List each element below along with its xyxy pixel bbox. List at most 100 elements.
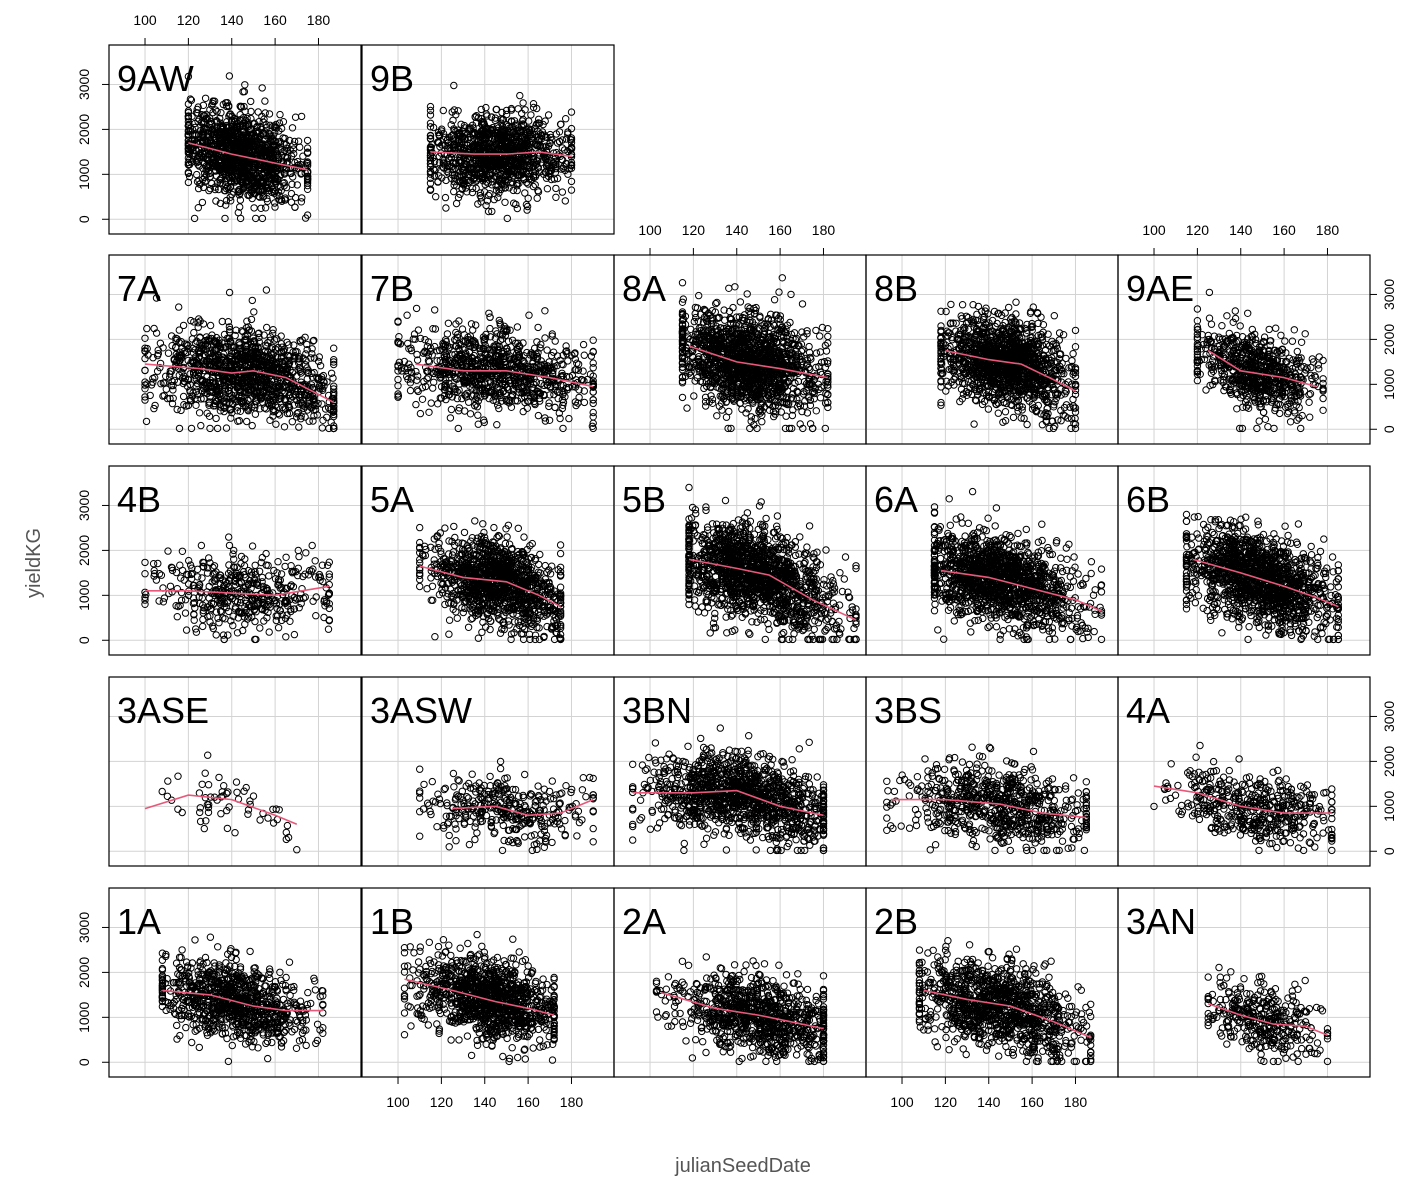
data-point: [793, 1052, 799, 1058]
data-point: [1314, 1040, 1320, 1046]
data-point: [1251, 1032, 1257, 1038]
data-point: [197, 809, 203, 815]
data-point: [1313, 1004, 1319, 1010]
data-point: [451, 784, 457, 790]
data-point: [446, 844, 452, 850]
data-point: [216, 774, 222, 780]
data-point: [975, 960, 981, 966]
data-point: [497, 765, 503, 771]
data-point: [689, 1055, 695, 1061]
data-point: [1065, 1050, 1071, 1056]
data-point: [539, 982, 545, 988]
data-point: [1319, 1008, 1325, 1014]
data-point: [501, 958, 507, 964]
data-point: [1020, 1048, 1026, 1054]
data-point: [522, 771, 528, 777]
data-point: [312, 987, 318, 993]
data-point: [704, 975, 710, 981]
panel-3an: 3AN: [1118, 888, 1370, 1077]
data-point: [562, 817, 568, 823]
data-point: [417, 944, 423, 950]
data-point: [201, 825, 207, 831]
data-point: [224, 825, 230, 831]
data-point: [685, 962, 691, 968]
data-point: [294, 847, 300, 853]
data-point: [250, 793, 256, 799]
data-point: [563, 783, 569, 789]
panel-2a: 2A: [614, 888, 866, 1077]
data-point: [1302, 977, 1308, 983]
data-point: [529, 847, 535, 853]
data-point: [549, 839, 555, 845]
data-point: [286, 959, 292, 965]
panel-label: 2A: [622, 901, 666, 942]
data-point: [474, 830, 480, 836]
data-point: [192, 937, 198, 943]
data-point: [415, 959, 421, 965]
data-point: [229, 1042, 235, 1048]
data-point: [672, 1018, 678, 1024]
data-point: [1042, 961, 1048, 967]
data-point: [537, 1037, 543, 1043]
panel-3bn: 3BN: [614, 677, 866, 866]
data-point: [1020, 961, 1026, 967]
data-point: [944, 951, 950, 957]
data-point: [694, 1017, 700, 1023]
data-point: [549, 778, 555, 784]
data-point: [505, 838, 511, 844]
data-point: [1046, 974, 1052, 980]
data-point: [426, 939, 432, 945]
data-point: [1290, 1054, 1296, 1060]
data-point: [401, 1010, 407, 1016]
data-point: [687, 1020, 693, 1026]
data-point: [1040, 1048, 1046, 1054]
data-point: [465, 940, 471, 946]
data-point: [630, 837, 636, 843]
data-point: [966, 942, 972, 948]
data-point: [435, 943, 441, 949]
data-point: [946, 1047, 952, 1053]
data-point: [417, 833, 423, 839]
data-point: [164, 793, 170, 799]
data-point: [781, 983, 787, 989]
data-point: [435, 952, 441, 958]
data-point: [522, 1056, 528, 1062]
data-point: [509, 1045, 515, 1051]
data-point: [750, 958, 756, 964]
data-point: [770, 978, 776, 984]
data-point: [680, 1023, 686, 1029]
data-point: [264, 1038, 270, 1044]
data-point: [179, 809, 185, 815]
data-point: [1223, 975, 1229, 981]
data-point: [583, 794, 589, 800]
data-point: [257, 817, 263, 823]
data-point: [1013, 966, 1019, 972]
data-point: [514, 1035, 520, 1041]
data-point: [1048, 958, 1054, 964]
data-point: [703, 1049, 709, 1055]
panel-3ase: 3ASE: [109, 677, 361, 866]
data-point: [590, 825, 596, 831]
data-point: [405, 1003, 411, 1009]
panel-1a: 1A: [109, 888, 361, 1077]
data-point: [1088, 1001, 1094, 1007]
data-point: [930, 947, 936, 953]
panel-2b: 2B: [866, 888, 1118, 1077]
data-point: [269, 1039, 275, 1045]
data-point: [935, 1006, 941, 1012]
data-point: [163, 1007, 169, 1013]
data-point: [663, 986, 669, 992]
data-point: [1261, 989, 1267, 995]
data-point: [1071, 1033, 1077, 1039]
data-point: [795, 971, 801, 977]
data-point: [579, 787, 585, 793]
data-point: [546, 788, 552, 794]
data-point: [314, 1021, 320, 1027]
data-point: [530, 1045, 536, 1051]
data-point: [174, 1022, 180, 1028]
data-point: [1294, 1051, 1300, 1057]
data-point: [500, 1053, 506, 1059]
data-point: [401, 1032, 407, 1038]
